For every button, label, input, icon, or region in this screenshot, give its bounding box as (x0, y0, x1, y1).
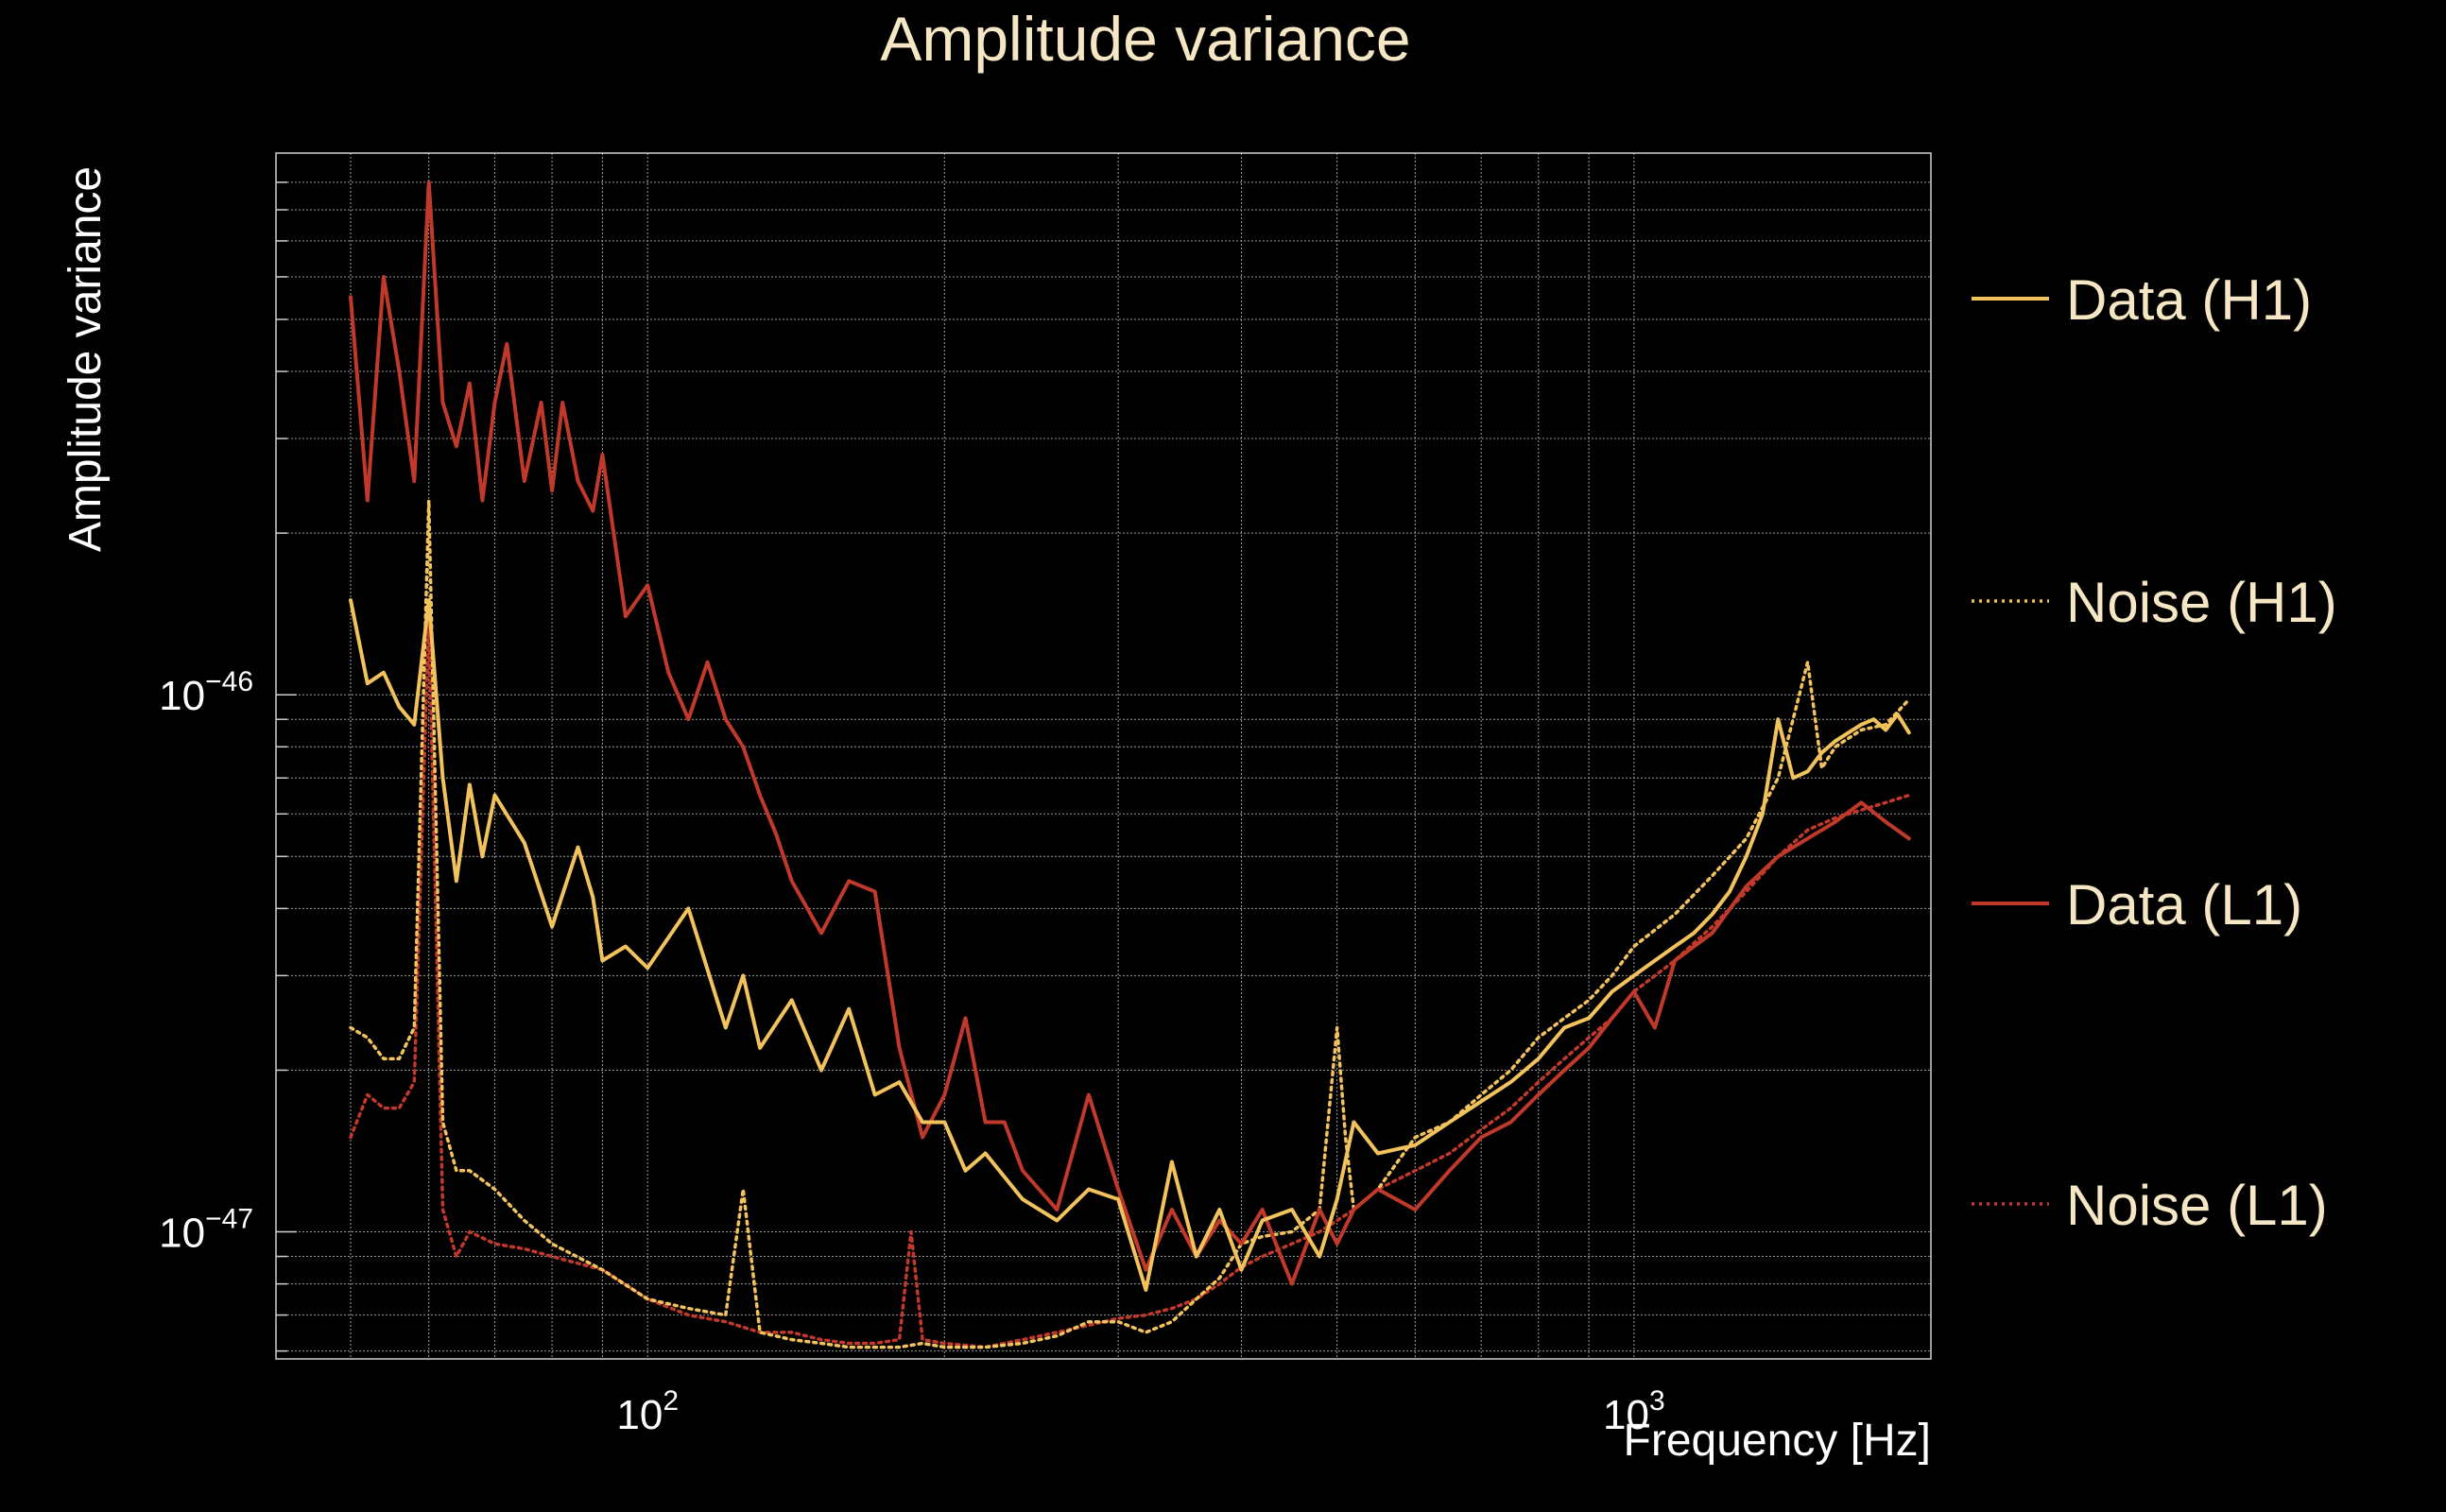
series-line-noise-h1 (349, 498, 1911, 1349)
legend-label: Data (H1) (2066, 268, 2312, 332)
legend: Data (H1) Noise (H1) Data (L1) Noise (L1) (1972, 268, 2337, 1237)
y-tick-label: 10−47 (159, 1204, 253, 1257)
x-ticks: 102 103 (616, 1385, 1664, 1438)
y-axis-label: Amplitude variance (60, 166, 111, 552)
y-tick-label: 10−46 (159, 666, 253, 719)
y-ticks: 10−47 10−46 (159, 666, 253, 1256)
series (349, 180, 1911, 1349)
x-tick-label: 103 (1603, 1385, 1665, 1438)
legend-label: Noise (H1) (2066, 571, 2337, 634)
x-tick-label: 102 (616, 1385, 679, 1438)
series-line-data-l1 (349, 180, 1911, 1286)
x-axis-label: Frequency [Hz] (1624, 1416, 1931, 1466)
legend-label: Noise (L1) (2066, 1174, 2328, 1237)
legend-label: Data (L1) (2066, 873, 2302, 936)
series-line-data-h1 (349, 598, 1911, 1292)
plot-frame (275, 152, 1932, 1360)
chart-title: Amplitude variance (880, 4, 1410, 74)
